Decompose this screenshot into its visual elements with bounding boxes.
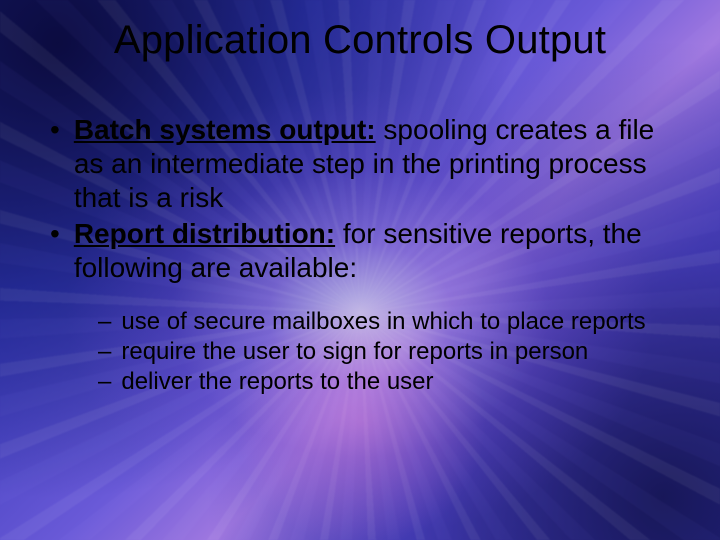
slide-body: • Batch systems output: spooling creates…	[40, 113, 680, 397]
sub-bullet-text: deliver the reports to the user	[121, 367, 433, 397]
sub-bullet-text: use of secure mailboxes in which to plac…	[121, 307, 645, 337]
sub-bullet-list: – use of secure mailboxes in which to pl…	[70, 307, 680, 397]
bullet-lead: Batch systems output:	[74, 114, 376, 145]
dash-icon: –	[98, 367, 111, 397]
dash-icon: –	[98, 337, 111, 367]
bullet-dot-icon: •	[50, 113, 60, 147]
bullet-text: Report distribution: for sensitive repor…	[74, 217, 680, 285]
dash-icon: –	[98, 307, 111, 337]
bullet-item: • Report distribution: for sensitive rep…	[70, 217, 680, 285]
slide-title: Application Controls Output	[40, 18, 680, 63]
slide-content: Application Controls Output • Batch syst…	[0, 0, 720, 397]
sub-bullet-item: – require the user to sign for reports i…	[98, 337, 680, 367]
bullet-item: • Batch systems output: spooling creates…	[70, 113, 680, 215]
sub-bullet-item: – use of secure mailboxes in which to pl…	[98, 307, 680, 337]
sub-bullet-text: require the user to sign for reports in …	[121, 337, 588, 367]
bullet-dot-icon: •	[50, 217, 60, 251]
sub-bullet-item: – deliver the reports to the user	[98, 367, 680, 397]
bullet-text: Batch systems output: spooling creates a…	[74, 113, 680, 215]
bullet-lead: Report distribution:	[74, 218, 335, 249]
